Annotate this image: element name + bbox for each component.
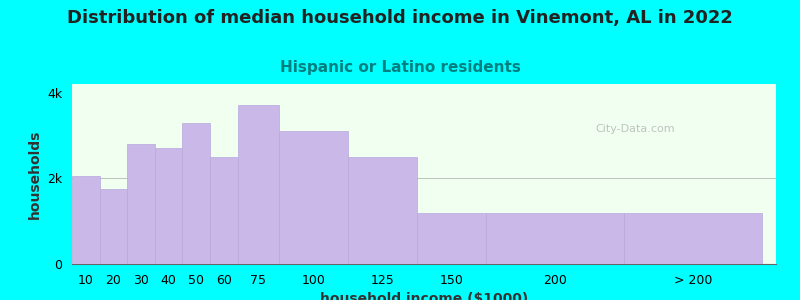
- Bar: [127, 144, 155, 264]
- Text: Distribution of median household income in Vinemont, AL in 2022: Distribution of median household income …: [67, 9, 733, 27]
- Bar: [100, 189, 127, 264]
- Bar: [486, 213, 624, 264]
- Bar: [182, 123, 210, 264]
- Text: Hispanic or Latino residents: Hispanic or Latino residents: [279, 60, 521, 75]
- Bar: [279, 131, 348, 264]
- Bar: [155, 148, 182, 264]
- Y-axis label: households: households: [27, 129, 42, 219]
- Bar: [348, 157, 417, 264]
- Bar: [238, 105, 279, 264]
- X-axis label: household income ($1000): household income ($1000): [320, 292, 528, 300]
- Bar: [624, 213, 762, 264]
- Bar: [417, 213, 486, 264]
- Bar: [210, 157, 238, 264]
- Text: City-Data.com: City-Data.com: [595, 124, 675, 134]
- Bar: [72, 176, 100, 264]
